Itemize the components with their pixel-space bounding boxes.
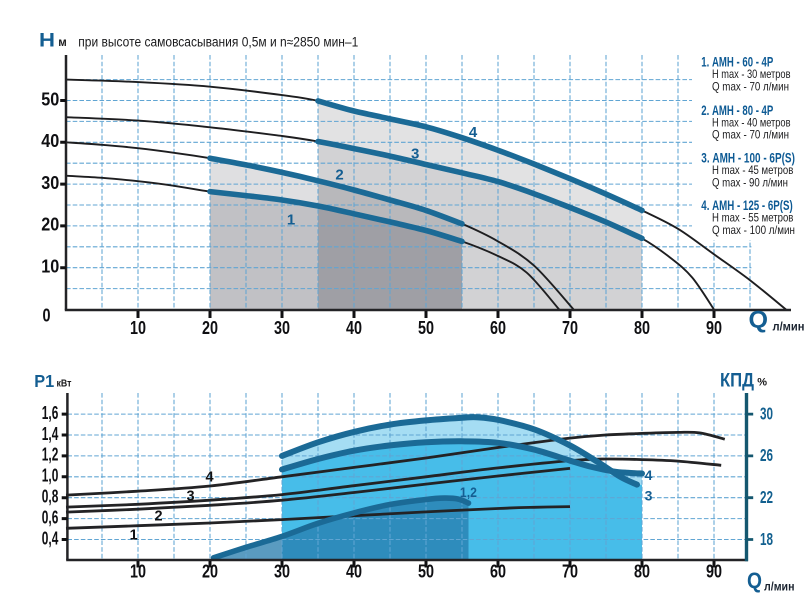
- svg-text:50: 50: [418, 562, 434, 582]
- svg-text:10: 10: [41, 257, 59, 277]
- svg-text:1: 1: [130, 527, 138, 543]
- svg-text:40: 40: [41, 131, 59, 151]
- svg-text:Q max - 70 л/мин: Q max - 70 л/мин: [712, 79, 789, 93]
- svg-text:80: 80: [634, 562, 650, 582]
- svg-text:90: 90: [706, 562, 722, 582]
- svg-text:4. АМН - 125 - 6Р(S): 4. АМН - 125 - 6Р(S): [701, 197, 792, 213]
- svg-text:Н: Н: [39, 30, 55, 52]
- svg-text:%: %: [757, 376, 767, 388]
- svg-text:60: 60: [490, 318, 506, 338]
- svg-text:0,6: 0,6: [42, 507, 59, 527]
- svg-text:60: 60: [490, 562, 506, 582]
- svg-text:30: 30: [274, 318, 290, 338]
- svg-text:4: 4: [206, 469, 214, 485]
- svg-text:2. АМН - 80 - 4Р: 2. АМН - 80 - 4Р: [701, 102, 773, 118]
- svg-text:30: 30: [760, 403, 773, 423]
- svg-text:3: 3: [645, 488, 653, 504]
- svg-text:H max - 40 метров: H max - 40 метров: [712, 115, 791, 129]
- svg-text:26: 26: [760, 445, 773, 465]
- svg-text:л/мин: л/мин: [773, 320, 805, 334]
- svg-text:л/мин: л/мин: [764, 582, 795, 594]
- svg-text:Q: Q: [749, 307, 769, 334]
- svg-text:Q max - 70 л/мин: Q max - 70 л/мин: [712, 128, 789, 142]
- svg-text:H max - 55 метров: H max - 55 метров: [712, 211, 793, 225]
- svg-text:20: 20: [202, 562, 218, 582]
- svg-text:1,2: 1,2: [460, 484, 477, 500]
- svg-text:0,4: 0,4: [42, 528, 59, 548]
- svg-text:1: 1: [287, 211, 295, 228]
- svg-text:3: 3: [411, 145, 419, 162]
- svg-text:50: 50: [41, 89, 59, 109]
- svg-text:20: 20: [202, 318, 218, 338]
- svg-text:P1: P1: [34, 371, 54, 391]
- svg-text:H max - 30 метров: H max - 30 метров: [712, 67, 791, 81]
- svg-text:Q max - 100 л/мин: Q max - 100 л/мин: [712, 223, 795, 237]
- svg-text:2: 2: [335, 166, 343, 183]
- svg-text:70: 70: [562, 562, 578, 582]
- svg-text:4: 4: [645, 467, 653, 483]
- svg-text:80: 80: [634, 318, 650, 338]
- svg-text:м: м: [58, 37, 67, 49]
- svg-text:2: 2: [154, 508, 162, 524]
- svg-text:30: 30: [41, 173, 59, 193]
- svg-text:1,6: 1,6: [42, 403, 59, 423]
- svg-text:4: 4: [469, 124, 478, 141]
- svg-text:40: 40: [346, 562, 362, 582]
- svg-text:10: 10: [130, 318, 146, 338]
- svg-text:70: 70: [562, 318, 578, 338]
- svg-text:18: 18: [760, 529, 773, 549]
- svg-text:1,2: 1,2: [42, 445, 59, 465]
- svg-text:1. АМН - 60 - 4Р: 1. АМН - 60 - 4Р: [701, 54, 773, 70]
- svg-text:3. АМН - 100 - 6Р(S): 3. АМН - 100 - 6Р(S): [701, 150, 795, 166]
- svg-text:H max - 45 метров: H max - 45 метров: [712, 163, 793, 177]
- svg-text:90: 90: [706, 318, 722, 338]
- svg-text:0,8: 0,8: [42, 487, 59, 507]
- svg-text:Q max - 90 л/мин: Q max - 90 л/мин: [712, 175, 788, 189]
- svg-text:кВт: кВт: [57, 379, 72, 390]
- svg-text:0: 0: [43, 306, 51, 326]
- svg-text:при высоте самовсасывания 0,5м: при высоте самовсасывания 0,5м и n≈2850 …: [78, 35, 358, 50]
- svg-text:Q: Q: [747, 568, 762, 593]
- svg-text:КПД: КПД: [720, 370, 754, 392]
- svg-text:50: 50: [418, 318, 434, 338]
- svg-text:20: 20: [41, 215, 59, 235]
- svg-text:10: 10: [130, 562, 146, 582]
- svg-text:30: 30: [274, 562, 290, 582]
- svg-text:1,4: 1,4: [42, 424, 59, 444]
- svg-text:1,0: 1,0: [42, 466, 59, 486]
- svg-text:3: 3: [187, 488, 195, 504]
- svg-text:22: 22: [760, 487, 773, 507]
- svg-text:40: 40: [346, 318, 362, 338]
